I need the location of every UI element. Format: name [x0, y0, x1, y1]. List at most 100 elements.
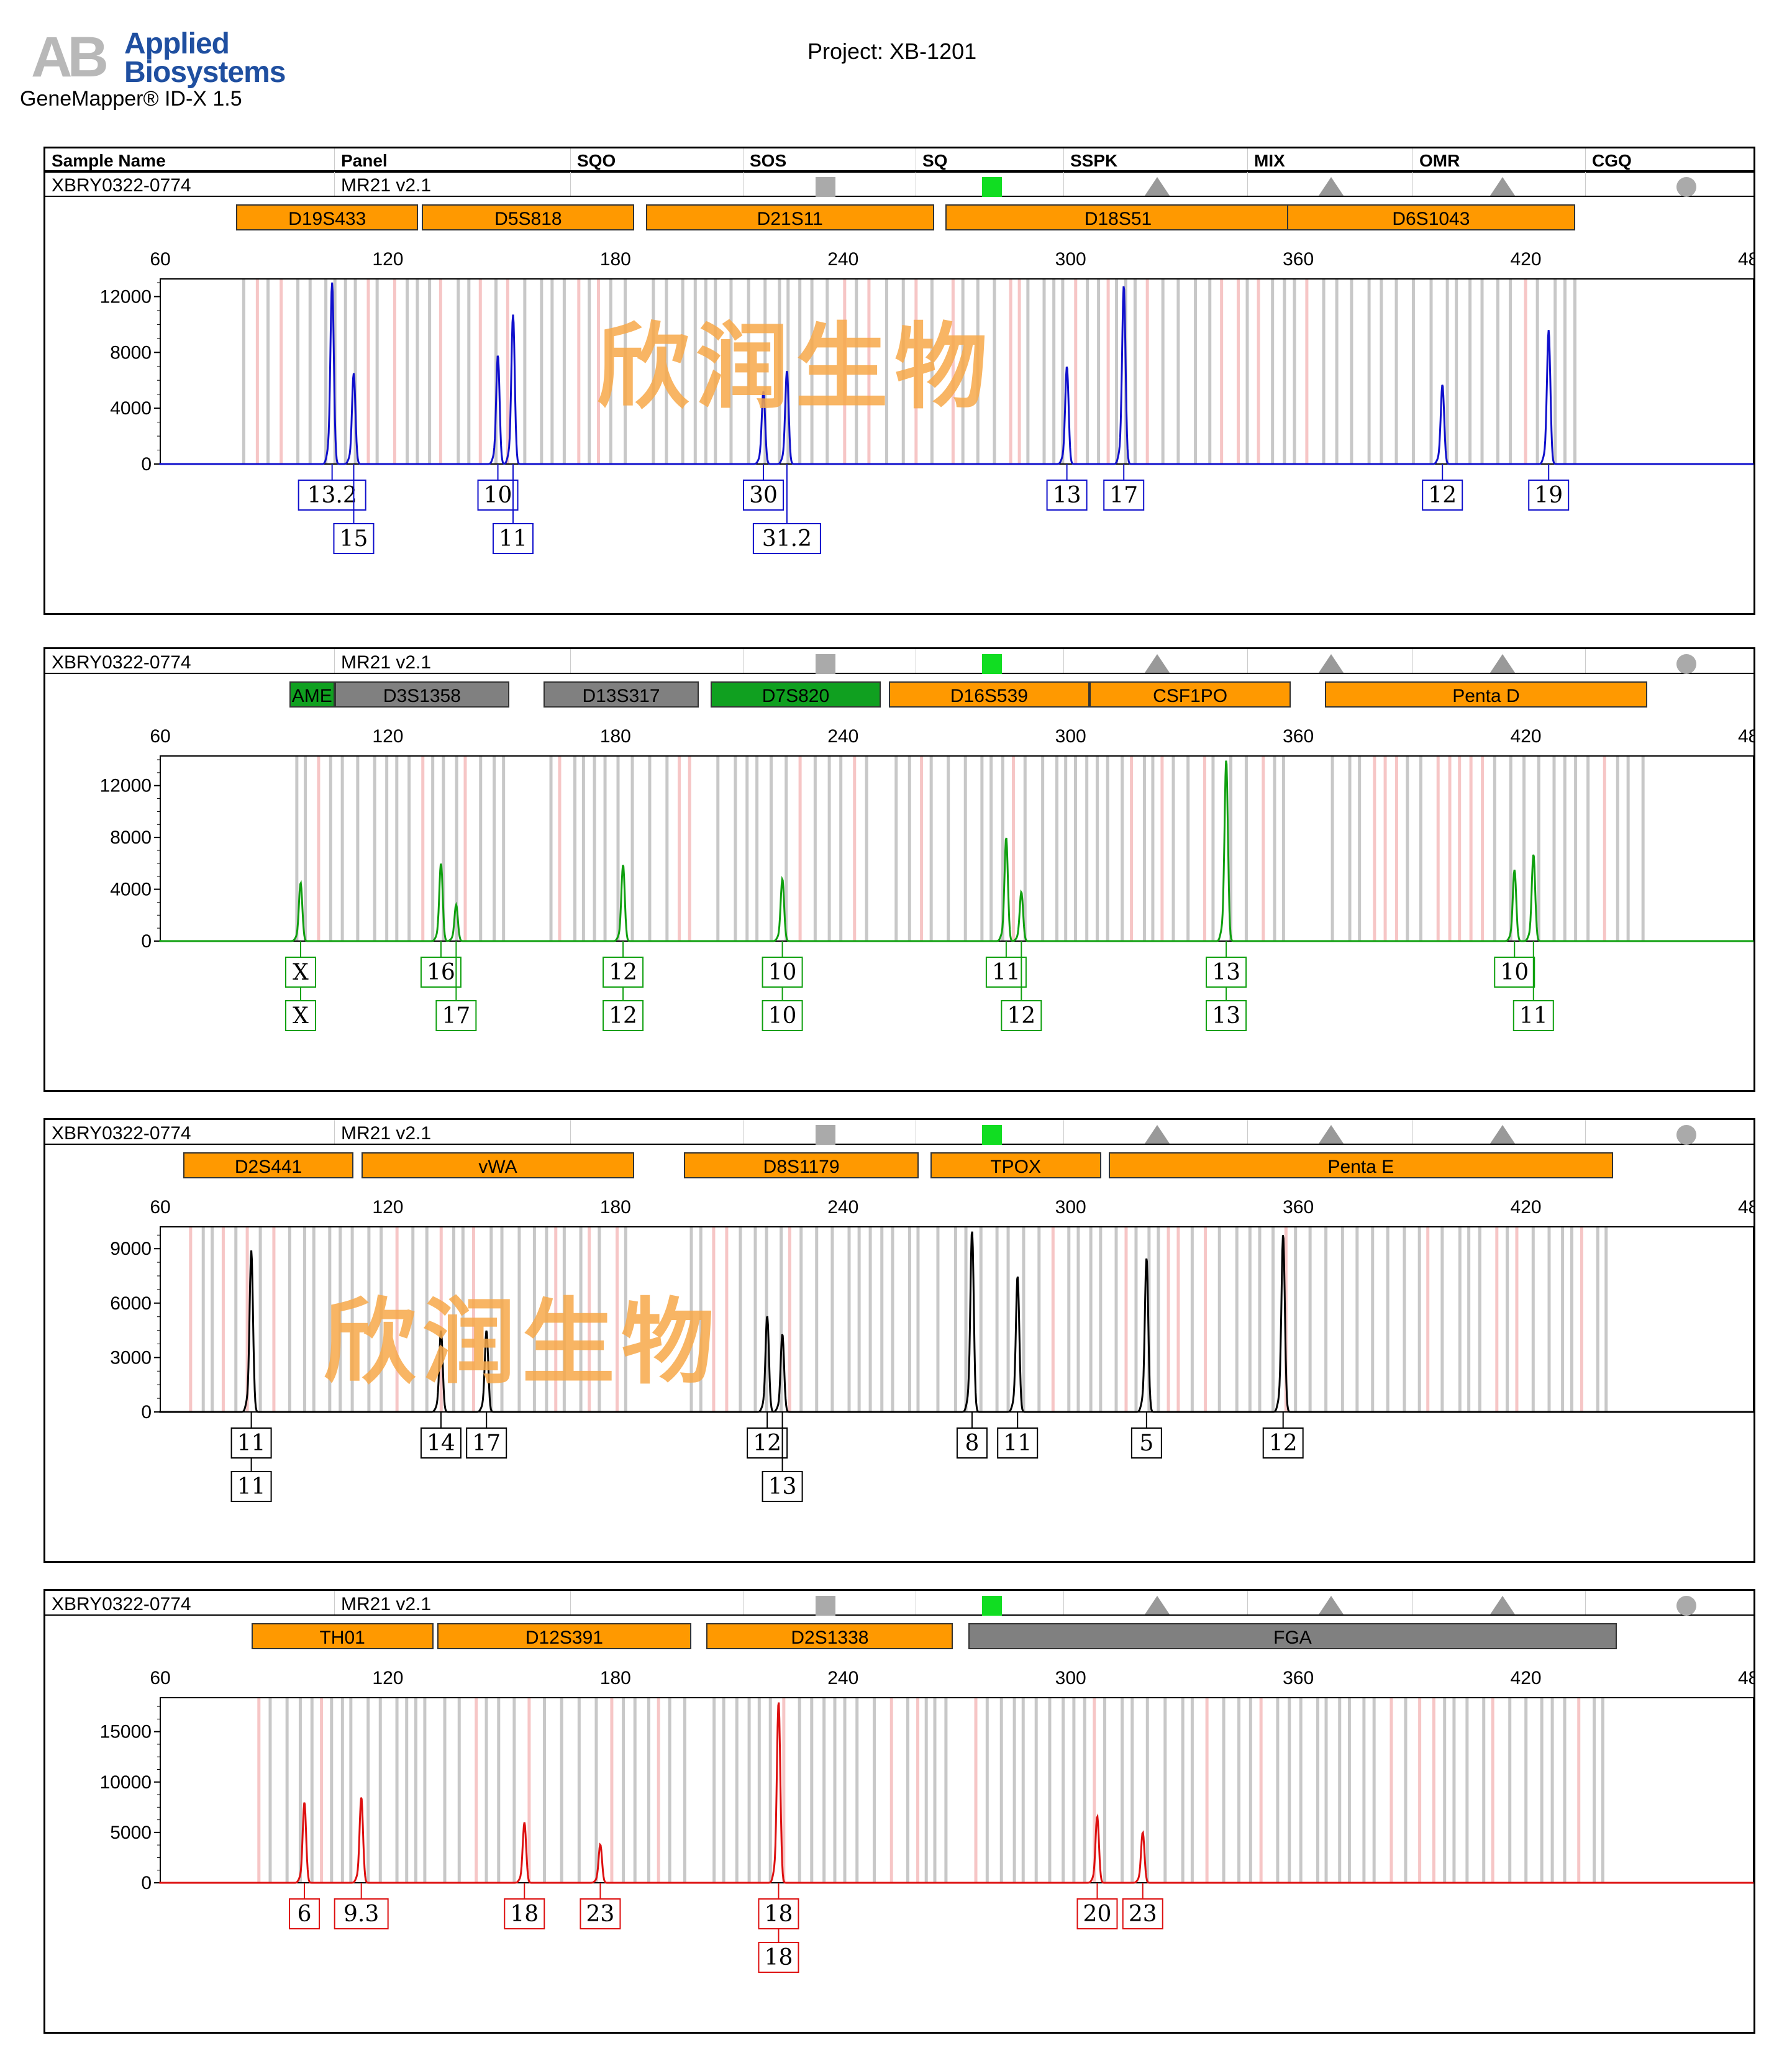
mix-flag-triangle-icon[interactable]	[1319, 1596, 1344, 1614]
col-sos[interactable]: SOS	[743, 148, 916, 171]
allele-label-box[interactable]	[743, 480, 785, 511]
locus-marker-penta-e[interactable]: Penta E	[1108, 1152, 1614, 1178]
sos-flag-gray-square-icon[interactable]	[816, 1125, 835, 1145]
locus-marker-d2s441[interactable]: D2S441	[183, 1152, 354, 1178]
sample-info-row[interactable]: XBRY0322-0774 MR21 v2.1	[45, 649, 1753, 674]
sq-flag-green-square-icon[interactable]	[982, 1125, 1002, 1145]
allele-label-box[interactable]	[1494, 957, 1535, 988]
sspk-flag-triangle-icon[interactable]	[1145, 177, 1170, 196]
allele-label-box[interactable]	[747, 1427, 788, 1459]
allele-label-box[interactable]	[1130, 1427, 1162, 1459]
allele-label-box[interactable]	[284, 957, 316, 988]
sq-flag-green-square-icon[interactable]	[982, 1596, 1002, 1616]
allele-label-box[interactable]	[1122, 1898, 1163, 1929]
locus-marker-d7s820[interactable]: D7S820	[710, 681, 881, 708]
cgq-flag-octagon-icon[interactable]	[1676, 1125, 1696, 1145]
allele-label-box[interactable]	[230, 1427, 272, 1459]
cgq-flag-octagon-icon[interactable]	[1676, 1596, 1696, 1616]
col-cgq[interactable]: CGQ	[1585, 148, 1753, 171]
col-panel[interactable]: Panel	[334, 148, 570, 171]
allele-label-box[interactable]	[1512, 1000, 1554, 1031]
allele-label-box[interactable]	[603, 957, 644, 988]
locus-marker-penta-d[interactable]: Penta D	[1324, 681, 1647, 708]
locus-marker-csf1po[interactable]: CSF1PO	[1089, 681, 1291, 708]
locus-marker-fga[interactable]: FGA	[968, 1623, 1617, 1649]
sspk-flag-triangle-icon[interactable]	[1145, 1596, 1170, 1614]
locus-marker-d21s11[interactable]: D21S11	[645, 204, 934, 230]
cgq-flag-octagon-icon[interactable]	[1676, 177, 1696, 197]
allele-label-box[interactable]	[997, 1427, 1039, 1459]
allele-label-box[interactable]	[333, 523, 375, 554]
allele-label-box[interactable]	[492, 523, 534, 554]
allele-label-box[interactable]	[762, 1000, 803, 1031]
sos-flag-gray-square-icon[interactable]	[816, 177, 835, 197]
locus-marker-d3s1358[interactable]: D3S1358	[334, 681, 509, 708]
locus-marker-d16s539[interactable]: D16S539	[888, 681, 1090, 708]
sample-info-row[interactable]: XBRY0322-0774 MR21 v2.1	[45, 172, 1753, 197]
col-sqo[interactable]: SQO	[570, 148, 743, 171]
allele-label-box[interactable]	[230, 1471, 272, 1502]
col-sq[interactable]: SQ	[916, 148, 1063, 171]
col-sspk[interactable]: SSPK	[1063, 148, 1247, 171]
allele-label-box[interactable]	[752, 523, 821, 554]
allele-label-box[interactable]	[334, 1898, 389, 1929]
locus-marker-tpox[interactable]: TPOX	[930, 1152, 1101, 1178]
mix-flag-triangle-icon[interactable]	[1319, 177, 1344, 196]
sos-flag-gray-square-icon[interactable]	[816, 1596, 835, 1616]
allele-label-box[interactable]	[284, 1000, 316, 1031]
omr-flag-triangle-icon[interactable]	[1490, 654, 1515, 673]
allele-label-box[interactable]	[758, 1942, 799, 1973]
allele-label-box[interactable]	[1103, 480, 1145, 511]
allele-label-box[interactable]	[1046, 480, 1088, 511]
col-sample-name[interactable]: Sample Name	[52, 151, 166, 170]
allele-label-box[interactable]	[1206, 1000, 1247, 1031]
allele-label-box[interactable]	[1206, 957, 1247, 988]
mix-flag-triangle-icon[interactable]	[1319, 1125, 1344, 1144]
allele-label-box[interactable]	[477, 480, 519, 511]
sq-flag-green-square-icon[interactable]	[982, 654, 1002, 674]
col-mix[interactable]: MIX	[1247, 148, 1412, 171]
allele-label-box[interactable]	[298, 480, 366, 511]
locus-marker-th01[interactable]: TH01	[251, 1623, 434, 1649]
omr-flag-triangle-icon[interactable]	[1490, 1125, 1515, 1144]
sspk-flag-triangle-icon[interactable]	[1145, 1125, 1170, 1144]
locus-marker-d19s433[interactable]: D19S433	[236, 204, 419, 230]
allele-label-box[interactable]	[580, 1898, 621, 1929]
allele-label-box[interactable]	[504, 1898, 545, 1929]
sample-info-row[interactable]: XBRY0322-0774 MR21 v2.1	[45, 1591, 1753, 1616]
allele-label-box[interactable]	[420, 1427, 462, 1459]
locus-marker-d13s317[interactable]: D13S317	[543, 681, 699, 708]
mix-flag-triangle-icon[interactable]	[1319, 654, 1344, 673]
locus-marker-d18s51[interactable]: D18S51	[945, 204, 1291, 230]
locus-marker-d8s1179[interactable]: D8S1179	[683, 1152, 919, 1178]
locus-marker-d5s818[interactable]: D5S818	[422, 204, 635, 230]
locus-marker-vwa[interactable]: vWA	[361, 1152, 635, 1178]
allele-label-box[interactable]	[435, 1000, 477, 1031]
allele-label-box[interactable]	[956, 1427, 988, 1459]
allele-label-box[interactable]	[758, 1898, 799, 1929]
locus-marker-d12s391[interactable]: D12S391	[437, 1623, 691, 1649]
allele-label-box[interactable]	[289, 1898, 321, 1929]
allele-label-box[interactable]	[762, 1471, 803, 1502]
allele-label-box[interactable]	[1262, 1427, 1304, 1459]
allele-label-box[interactable]	[1528, 480, 1570, 511]
omr-flag-triangle-icon[interactable]	[1490, 1596, 1515, 1614]
allele-label-box[interactable]	[1076, 1898, 1118, 1929]
allele-label-box[interactable]	[762, 957, 803, 988]
allele-label-box[interactable]	[985, 957, 1027, 988]
allele-label-box[interactable]	[420, 957, 462, 988]
allele-label-box[interactable]	[1001, 1000, 1042, 1031]
locus-marker-ame[interactable]: AME	[289, 681, 335, 708]
col-omr[interactable]: OMR	[1412, 148, 1585, 171]
allele-label-box[interactable]	[466, 1427, 507, 1459]
locus-marker-d2s1338[interactable]: D2S1338	[706, 1623, 953, 1649]
sq-flag-green-square-icon[interactable]	[982, 177, 1002, 197]
sos-flag-gray-square-icon[interactable]	[816, 654, 835, 674]
allele-label-box[interactable]	[603, 1000, 644, 1031]
cgq-flag-octagon-icon[interactable]	[1676, 654, 1696, 674]
allele-label-box[interactable]	[1422, 480, 1463, 511]
omr-flag-triangle-icon[interactable]	[1490, 177, 1515, 196]
sample-info-row[interactable]: XBRY0322-0774 MR21 v2.1	[45, 1120, 1753, 1145]
sspk-flag-triangle-icon[interactable]	[1145, 654, 1170, 673]
locus-marker-d6s1043[interactable]: D6S1043	[1286, 204, 1575, 230]
